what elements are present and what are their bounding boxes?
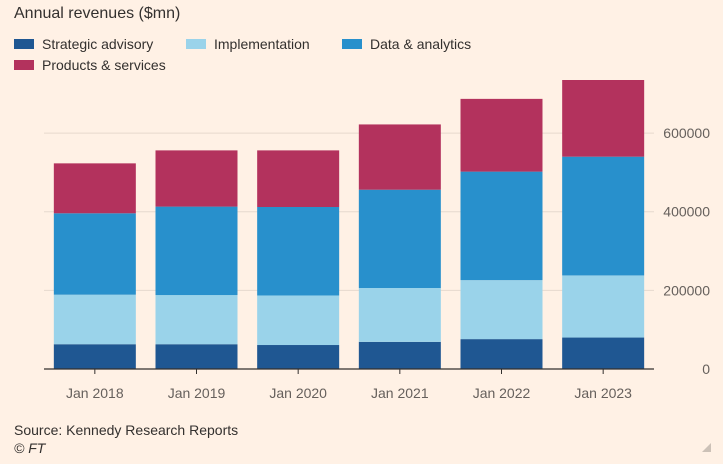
bar-segment [358,124,441,190]
y-tick-label: 400000 [663,204,710,220]
legend-item-strategic-advisory: Strategic advisory [14,36,153,52]
legend-swatch-data-analytics [342,39,362,49]
copyright-note: © FT [14,440,46,456]
legend-label-products-services: Products & services [42,57,166,73]
legend-label-data-analytics: Data & analytics [370,36,472,52]
y-tick-labels: 0 200000 400000 600000 [663,125,710,377]
bar-segment [257,207,340,296]
bar-segment [562,275,645,338]
legend-swatch-implementation [186,39,206,49]
y-tick-label: 0 [702,361,710,377]
bar-segment [460,280,543,340]
legend-swatch-strategic-advisory [14,39,34,49]
bar-segment [53,294,136,345]
bar-segment [53,344,136,369]
bar-segment [155,295,238,345]
bar-segment [460,171,543,281]
resize-corner-icon [702,443,711,452]
bar-segment [562,156,645,276]
bar-segment [460,339,543,369]
y-tick-label: 200000 [663,282,710,298]
bar-segment [460,98,543,172]
bar-segment [155,206,238,296]
bar-segment [257,345,340,369]
x-tick-label: Jan 2018 [66,385,124,401]
bar-segment [562,337,645,369]
bar-segment [53,213,136,295]
source-note: Source: Kennedy Research Reports [14,422,239,438]
grid-lines [44,132,654,291]
bar-segment [358,288,441,342]
bar-segment [155,344,238,369]
x-tick-label: Jan 2020 [269,385,327,401]
bars [53,80,645,369]
x-tick-label: Jan 2023 [574,385,632,401]
legend-item-data-analytics: Data & analytics [342,36,471,52]
bar-segment [358,189,441,289]
bar-segment [358,341,441,369]
bar-segment [155,150,238,207]
legend-item-implementation: Implementation [186,36,310,52]
x-tick-labels: Jan 2018 Jan 2019 Jan 2020 Jan 2021 Jan 2022… [66,369,632,401]
x-tick-label: Jan 2021 [371,385,429,401]
y-tick-label: 600000 [663,125,710,141]
bar-segment [562,80,645,157]
legend-swatch-products-services [14,60,34,70]
legend-item-products-services: Products & services [14,57,166,73]
legend-label-implementation: Implementation [214,36,310,52]
bar-segment [257,295,340,346]
x-tick-label: Jan 2019 [168,385,226,401]
bar-segment [257,150,340,208]
bar-segment [53,163,136,214]
chart-title: Annual revenues ($mn) [14,5,181,22]
x-tick-label: Jan 2022 [473,385,531,401]
legend-label-strategic-advisory: Strategic advisory [42,36,154,52]
